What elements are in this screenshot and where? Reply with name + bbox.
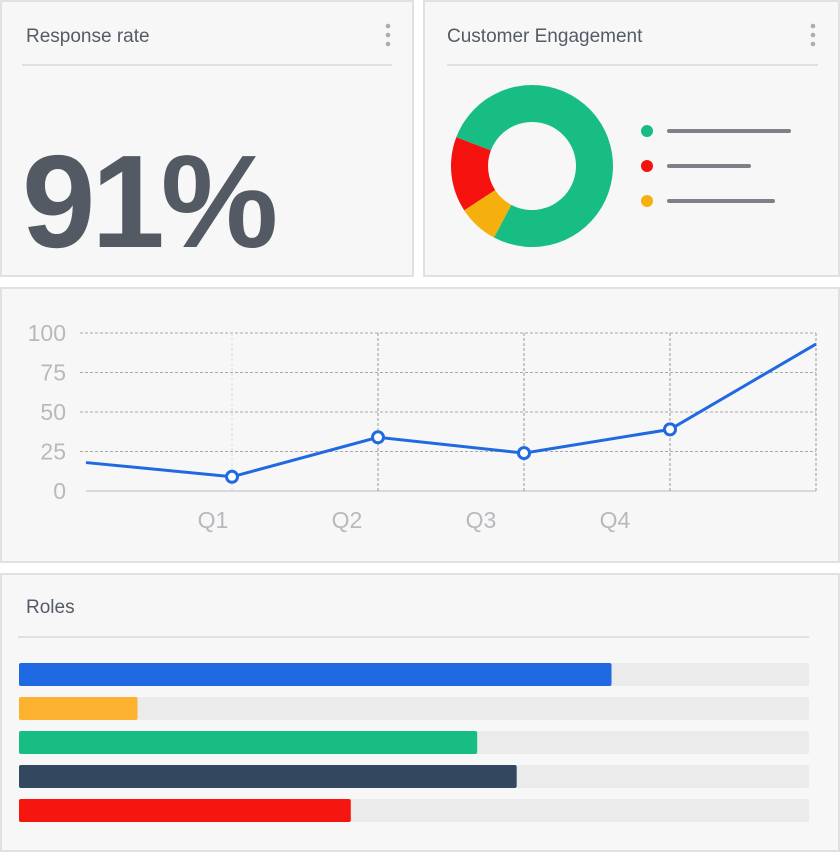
line	[85, 342, 817, 479]
legend-swatch	[641, 195, 653, 207]
y-tick-label: 0	[53, 478, 66, 504]
x-tick-label: Q4	[600, 507, 631, 533]
x-tick-label: Q1	[198, 507, 229, 533]
x-tick-label: Q3	[466, 507, 497, 533]
point	[371, 430, 385, 445]
card-title: Response rate	[26, 26, 150, 47]
y-tick-label: 100	[28, 320, 66, 346]
point	[225, 469, 239, 484]
bar	[19, 765, 517, 788]
bar	[19, 697, 138, 720]
card-title: Customer Engagement	[447, 26, 643, 47]
x-tick-label: Q2	[332, 507, 363, 533]
donut-slice	[456, 84, 614, 247]
y-tick-label: 25	[40, 439, 66, 465]
donut-slice	[464, 190, 512, 238]
card	[0, 287, 840, 563]
y-tick-label: 50	[40, 399, 66, 425]
card	[0, 0, 414, 277]
legend-swatch	[641, 160, 653, 172]
bar	[19, 731, 478, 754]
bar	[19, 663, 612, 686]
kpi-value: 91%	[22, 128, 275, 275]
bar-track	[19, 697, 809, 720]
point	[663, 422, 677, 437]
menu-icon[interactable]	[385, 23, 391, 47]
card-title: Roles	[26, 597, 75, 618]
menu-icon[interactable]	[810, 23, 816, 47]
point	[517, 446, 531, 461]
bar	[19, 799, 351, 822]
donut-slice	[451, 137, 496, 211]
legend-swatch	[641, 125, 653, 137]
y-tick-label: 75	[40, 360, 66, 386]
